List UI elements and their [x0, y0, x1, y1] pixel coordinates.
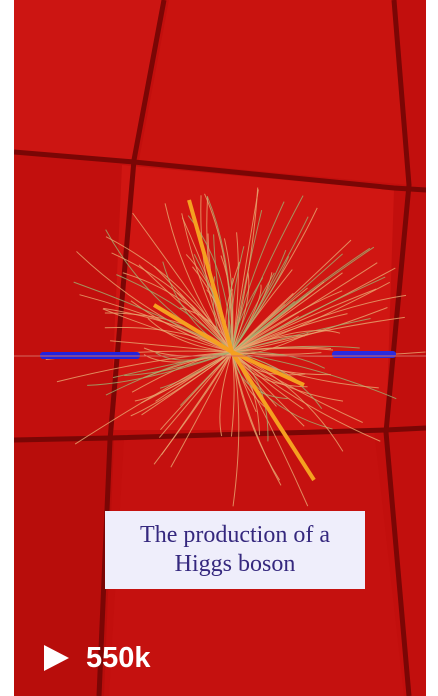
- track: [219, 351, 233, 437]
- track: [231, 294, 407, 353]
- caption-line: The production of a: [140, 522, 330, 548]
- track: [231, 351, 322, 355]
- track: [141, 351, 233, 416]
- track: [230, 351, 235, 437]
- track: [170, 351, 233, 468]
- track: [231, 350, 305, 387]
- track: [231, 351, 304, 410]
- view-count: 550k: [42, 638, 151, 678]
- track: [204, 193, 233, 353]
- track: [231, 262, 378, 353]
- track: [231, 281, 391, 353]
- play-icon: [44, 645, 69, 671]
- track: [231, 316, 405, 353]
- caption-line: Higgs boson: [174, 551, 296, 577]
- track: [231, 290, 343, 353]
- track: [231, 351, 381, 442]
- panel: [139, 0, 409, 185]
- track: [231, 351, 363, 423]
- track: [231, 239, 352, 353]
- track: [143, 351, 233, 363]
- track: [231, 346, 332, 353]
- track: [231, 256, 290, 353]
- blue-hits: [332, 351, 396, 358]
- panel: [14, 0, 164, 160]
- video-tile[interactable]: The production of a Higgs boson 550k: [14, 0, 426, 696]
- track: [153, 266, 233, 353]
- track: [231, 351, 240, 507]
- track: [116, 274, 233, 353]
- track: [152, 303, 234, 354]
- detector-scene: [14, 0, 426, 696]
- track: [231, 272, 250, 353]
- track: [231, 272, 343, 353]
- track: [74, 351, 233, 445]
- track: [231, 351, 323, 409]
- track: [230, 350, 316, 482]
- track: [112, 351, 233, 379]
- track: [231, 187, 259, 353]
- track: [231, 249, 287, 353]
- track: [231, 351, 325, 369]
- track: [153, 351, 233, 465]
- track: [147, 318, 233, 353]
- track: [231, 276, 386, 353]
- track: [181, 213, 233, 353]
- track: [56, 351, 233, 383]
- track: [231, 317, 371, 353]
- caption: The production of a Higgs boson: [105, 511, 365, 589]
- track: [111, 252, 233, 353]
- track: [231, 329, 341, 353]
- track: [187, 199, 234, 353]
- track: [231, 209, 263, 353]
- views-text: 550k: [86, 641, 151, 674]
- track: [160, 351, 233, 430]
- track: [158, 351, 233, 438]
- panel: [14, 440, 114, 696]
